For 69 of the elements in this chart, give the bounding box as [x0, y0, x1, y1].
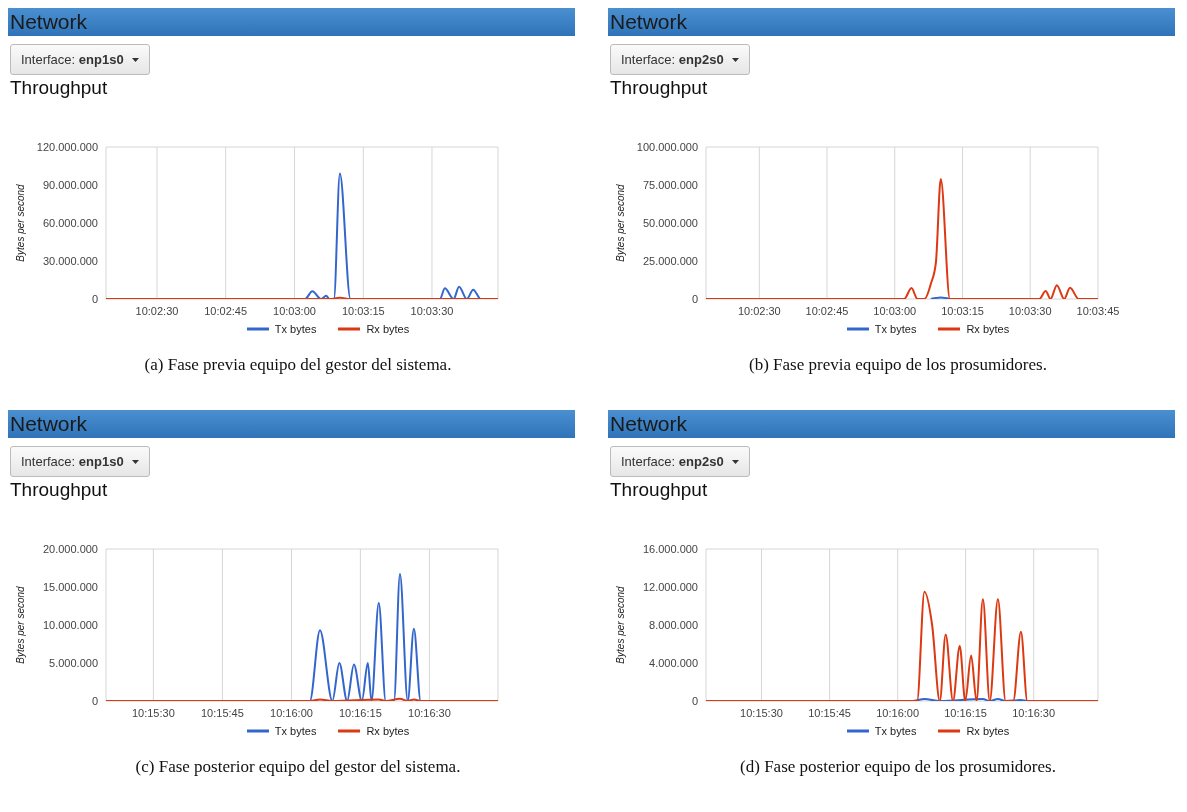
chart-subtitle: Throughput	[10, 77, 109, 99]
y-tick-label: 16.000.000	[642, 542, 698, 555]
x-tick-label: 10:15:45	[201, 706, 244, 719]
chart-title: Network	[608, 410, 1175, 438]
y-tick-label: 50.000.000	[642, 216, 698, 229]
x-tick-label: 10:03:00	[273, 304, 316, 317]
y-tick-label: 75.000.000	[642, 178, 698, 191]
y-tick-label: 12.000.000	[642, 580, 698, 593]
y-tick-label: 10.000.000	[42, 618, 98, 631]
text: Interface: enp1s0	[21, 52, 124, 67]
legend-label: Tx bytes	[874, 323, 917, 335]
x-tick-label: 10:16:30	[1012, 706, 1056, 719]
y-axis-title: Bytes per second	[614, 183, 626, 262]
y-tick-label: 20.000.000	[42, 542, 98, 555]
chart-title: Network	[8, 8, 575, 36]
legend-label: Rx bytes	[366, 725, 410, 737]
y-tick-label: 100.000.000	[636, 140, 698, 153]
x-tick-label: 10:16:15	[338, 706, 382, 719]
text: (d) Fase posterior equipo de los prosumidores.	[739, 757, 1057, 777]
legend-label: Tx bytes	[274, 725, 317, 737]
y-tick-label: 0	[691, 694, 698, 707]
x-tick-label: 10:02:30	[135, 304, 179, 317]
chart-subtitle: Throughput	[10, 479, 109, 501]
x-tick-label: 10:16:15	[944, 706, 988, 719]
y-axis-title: Bytes per second	[14, 585, 26, 664]
text: Interface: enp2s0	[621, 454, 724, 469]
x-tick-label: 10:16:00	[270, 706, 313, 719]
y-axis-title: Bytes per second	[14, 183, 26, 262]
x-tick-label: 10:03:45	[1076, 304, 1120, 317]
legend-label: Tx bytes	[874, 725, 917, 737]
x-tick-label: 10:02:45	[805, 304, 849, 317]
y-tick-label: 0	[91, 694, 98, 707]
chart-title: Network	[608, 8, 1175, 36]
x-tick-label: 10:16:30	[408, 706, 451, 719]
text: (a) Fase previa equipo del gestor del sistema.	[143, 355, 453, 375]
text: (c) Fase posterior equipo del gestor del sistema.	[134, 757, 462, 777]
text: Interface: enp2s0	[621, 52, 724, 67]
y-tick-label: 90.000.000	[42, 178, 98, 191]
x-tick-label: 10:15:45	[808, 706, 852, 719]
y-tick-label: 0	[91, 292, 98, 305]
x-tick-label: 10:02:45	[204, 304, 248, 317]
y-tick-label: 5.000.000	[49, 656, 98, 669]
x-tick-label: 10:03:30	[410, 304, 454, 317]
x-tick-label: 10:15:30	[740, 706, 783, 719]
y-tick-label: 4.000.000	[649, 656, 698, 669]
x-tick-label: 10:02:30	[737, 304, 781, 317]
legend-label: Rx bytes	[366, 323, 410, 335]
y-tick-label: 30.000.000	[42, 254, 98, 267]
y-tick-label: 15.000.000	[42, 580, 98, 593]
text: (b) Fase previa equipo de los prosumidores.	[748, 355, 1048, 375]
x-tick-label: 10:03:30	[1008, 304, 1052, 317]
y-tick-label: 0	[691, 292, 698, 305]
y-axis-title: Bytes per second	[614, 585, 626, 664]
x-tick-label: 10:03:00	[873, 304, 917, 317]
text: Interface: enp1s0	[21, 454, 124, 469]
y-tick-label: 120.000.000	[36, 140, 98, 153]
legend-label: Rx bytes	[966, 323, 1010, 335]
x-tick-label: 10:03:15	[941, 304, 984, 317]
chart-subtitle: Throughput	[610, 479, 709, 501]
y-tick-label: 25.000.000	[642, 254, 698, 267]
y-tick-label: 60.000.000	[42, 216, 98, 229]
legend-label: Tx bytes	[274, 323, 317, 335]
x-tick-label: 10:16:00	[876, 706, 920, 719]
chart-title: Network	[8, 410, 575, 438]
legend-label: Rx bytes	[966, 725, 1010, 737]
y-tick-label: 8.000.000	[649, 618, 698, 631]
x-tick-label: 10:03:15	[341, 304, 385, 317]
chart-subtitle: Throughput	[610, 77, 709, 99]
x-tick-label: 10:15:30	[131, 706, 175, 719]
